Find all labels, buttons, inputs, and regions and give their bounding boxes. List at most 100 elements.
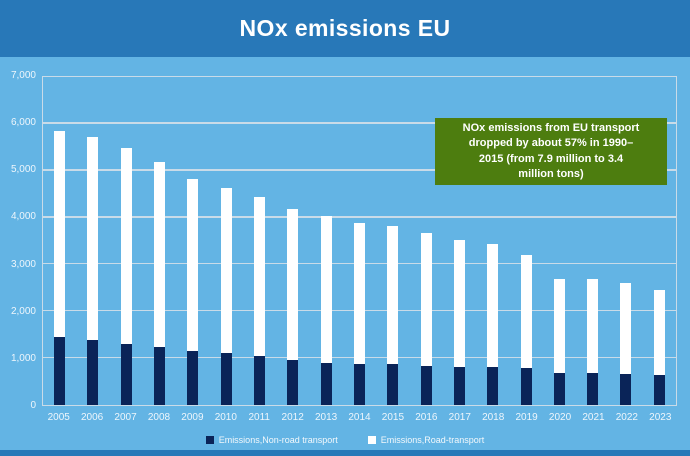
x-tick-label-2017: 2017 — [448, 412, 471, 423]
bar-2007 — [110, 77, 143, 405]
bar-segment-nonroad-2019 — [520, 367, 532, 405]
x-axis: 2005 2006 2007 2008 2009 2010 2011 2012 2013 2014… — [42, 412, 677, 423]
bar-segment-nonroad-2005 — [54, 337, 66, 405]
bar-segment-nonroad-2017 — [453, 366, 465, 405]
bar-2017 — [443, 77, 476, 405]
bar-segment-nonroad-2010 — [220, 353, 232, 405]
bar-2021 — [576, 77, 609, 405]
legend-label: Emissions,Road-transport — [380, 435, 485, 445]
x-tick-label-2019: 2019 — [515, 412, 538, 423]
bar-2019 — [509, 77, 542, 405]
bar-2018 — [476, 77, 509, 405]
bar-2006 — [76, 77, 109, 405]
bar-2009 — [176, 77, 209, 405]
bar-segment-road-2009 — [187, 179, 199, 352]
y-tick-label: 4,000 — [10, 211, 36, 223]
bar-segment-nonroad-2018 — [487, 366, 499, 405]
bar-2023 — [643, 77, 676, 405]
x-tick-label-2005: 2005 — [47, 412, 70, 423]
legend-item: Emissions,Road-transport — [367, 435, 485, 445]
bar-2014 — [343, 77, 376, 405]
annotation-text: NOx emissions from EU transport dropped … — [462, 121, 640, 180]
bar-segment-nonroad-2009 — [187, 351, 199, 405]
bar-segment-nonroad-2011 — [254, 355, 266, 405]
x-tick-label-2007: 2007 — [114, 412, 137, 423]
x-tick-label-2022: 2022 — [615, 412, 638, 423]
bar-segment-road-2020 — [553, 278, 565, 373]
y-tick-label: 1,000 — [10, 352, 36, 364]
gridline-5000 — [43, 169, 676, 171]
bar-segment-nonroad-2007 — [120, 343, 132, 405]
bar-segment-nonroad-2015 — [387, 364, 399, 405]
bar-segment-nonroad-2013 — [320, 362, 332, 405]
bar-segment-nonroad-2023 — [653, 375, 665, 405]
chart-canvas: 0 1,000 2,000 3,000 4,000 5,000 6,000 7,000 200… — [0, 57, 690, 450]
y-axis: 0 1,000 2,000 3,000 4,000 5,000 6,000 7,000 — [0, 57, 36, 450]
bar-2015 — [376, 77, 409, 405]
legend-swatch-icon — [367, 436, 376, 444]
x-tick-label-2015: 2015 — [381, 412, 405, 423]
y-tick-label: 7,000 — [10, 70, 36, 81]
bar-2005 — [43, 77, 76, 405]
y-tick-label: 2,000 — [10, 305, 36, 317]
bar-segment-nonroad-2012 — [287, 360, 299, 405]
bar-2013 — [310, 77, 343, 405]
y-tick-label: 0 — [30, 400, 36, 411]
x-tick-label-2016: 2016 — [415, 412, 438, 423]
bar-2011 — [243, 77, 276, 405]
bar-segment-nonroad-2016 — [420, 365, 432, 405]
x-tick-label-2013: 2013 — [314, 412, 338, 423]
bar-segment-nonroad-2022 — [620, 374, 632, 405]
bar-segment-road-2008 — [154, 162, 166, 348]
x-tick-label-2010: 2010 — [214, 412, 237, 423]
bar-segment-road-2007 — [120, 147, 132, 344]
bar-segment-road-2015 — [387, 226, 399, 365]
bar-segment-road-2021 — [587, 278, 599, 374]
y-tick-label: 3,000 — [10, 258, 36, 270]
bar-2016 — [409, 77, 442, 405]
bar-segment-road-2006 — [87, 136, 99, 341]
bar-segment-road-2011 — [254, 197, 266, 356]
bar-segment-nonroad-2008 — [154, 347, 166, 405]
bar-2012 — [276, 77, 309, 405]
gridline-6000 — [43, 122, 676, 124]
bar-segment-nonroad-2021 — [587, 373, 599, 405]
bar-segment-road-2018 — [487, 243, 499, 367]
x-tick-label-2023: 2023 — [649, 412, 672, 423]
gridline-4000 — [43, 216, 676, 218]
x-tick-label-2008: 2008 — [147, 412, 171, 423]
bar-segment-road-2005 — [54, 131, 66, 338]
legend-swatch-icon — [205, 436, 214, 444]
bar-segment-nonroad-2020 — [553, 372, 565, 405]
x-tick-label-2014: 2014 — [348, 412, 371, 423]
bar-segment-road-2013 — [320, 215, 332, 363]
bar-2008 — [143, 77, 176, 405]
plot-area — [42, 76, 677, 406]
legend-label: Emissions,Non-road transport — [218, 435, 338, 445]
bar-segment-road-2023 — [653, 290, 665, 376]
bar-segment-road-2017 — [453, 239, 465, 367]
x-tick-label-2020: 2020 — [548, 412, 572, 423]
bar-2010 — [210, 77, 243, 405]
bar-segment-road-2016 — [420, 233, 432, 366]
y-tick-label: 6,000 — [10, 117, 36, 129]
x-tick-label-2021: 2021 — [582, 412, 605, 423]
bar-2020 — [543, 77, 576, 405]
chart-title: NOx emissions EU — [239, 15, 451, 41]
x-tick-label-2018: 2018 — [482, 412, 505, 423]
x-tick-label-2011: 2011 — [248, 412, 270, 423]
bar-segment-road-2014 — [353, 222, 365, 365]
bar-segment-nonroad-2014 — [353, 364, 365, 405]
bar-segment-road-2012 — [287, 208, 299, 361]
chart-header: NOx emissions EU — [0, 0, 690, 57]
x-tick-label-2006: 2006 — [81, 412, 104, 423]
legend: Emissions,Non-road transport Emissions,Ro… — [0, 435, 690, 445]
bar-segment-road-2010 — [220, 188, 232, 353]
y-tick-label: 5,000 — [10, 164, 36, 176]
x-tick-label-2012: 2012 — [281, 412, 304, 423]
annotation-box: NOx emissions from EU transport dropped … — [435, 118, 667, 185]
x-tick-label-2009: 2009 — [181, 412, 204, 423]
legend-item: Emissions,Non-road transport — [205, 435, 338, 445]
bar-segment-road-2022 — [620, 283, 632, 375]
